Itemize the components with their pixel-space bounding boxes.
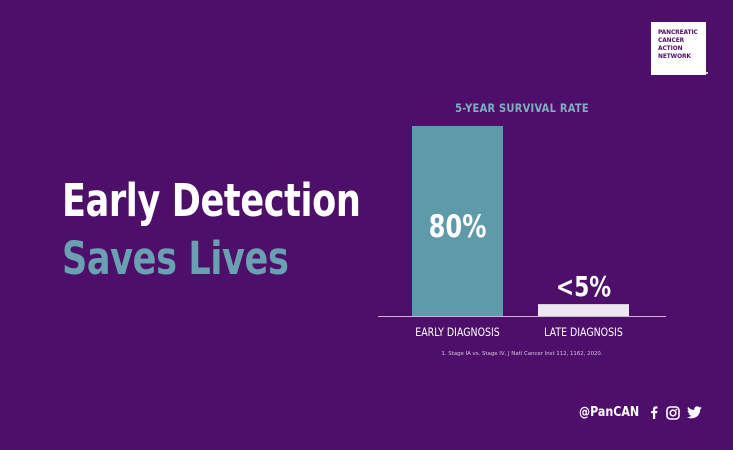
logo-line-1: PANCREATIC — [658, 28, 698, 36]
category-label-1: LATE DIAGNOSIS — [544, 326, 623, 339]
pancan-logo: PANCREATIC CANCER ACTION NETWORK — [651, 22, 706, 75]
facebook-icon[interactable] — [650, 406, 658, 419]
bar-early-diagnosis — [412, 126, 503, 316]
bar-late-diagnosis — [538, 304, 629, 316]
headline-line-1: Early Detection — [62, 174, 361, 227]
twitter-icon[interactable] — [687, 406, 702, 419]
footnote: 1. Stage IA vs. Stage IV, J Natl Cancer … — [441, 351, 603, 357]
logo-line-3: ACTION — [658, 44, 683, 52]
data-label-0: 80% — [429, 208, 487, 245]
headline-line-2: Saves Lives — [62, 232, 289, 285]
data-label-1: <5% — [556, 270, 611, 302]
logo-trademark-dot — [706, 72, 708, 74]
logo-line-2: CANCER — [658, 36, 685, 44]
social-handle[interactable]: @PanCAN — [579, 404, 640, 420]
category-label-0: EARLY DIAGNOSIS — [415, 326, 500, 339]
logo-line-4: NETWORK — [658, 52, 691, 60]
instagram-icon[interactable] — [666, 406, 680, 420]
chart-title: 5-YEAR SURVIVAL RATE — [455, 101, 589, 115]
social-bar: @PanCAN — [0, 404, 733, 424]
